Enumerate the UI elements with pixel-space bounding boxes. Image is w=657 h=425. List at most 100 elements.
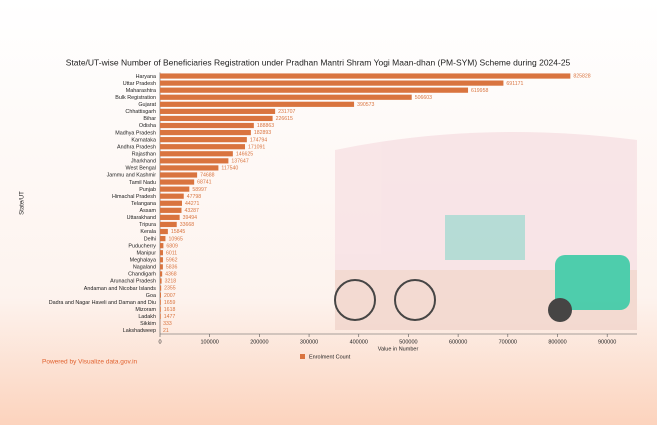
y-tick-label: Maharashtra xyxy=(126,88,156,94)
y-tick-label: Gujarat xyxy=(138,102,156,108)
y-tick-label: Assam xyxy=(140,208,157,214)
bar xyxy=(160,151,233,157)
value-label: 5962 xyxy=(166,257,178,263)
y-tick-label: Goa xyxy=(146,293,156,299)
y-tick-label: Manipur xyxy=(137,250,157,256)
value-label: 43287 xyxy=(185,208,200,214)
y-tick-label: Lakshadweep xyxy=(123,328,156,334)
y-tick-label: Odisha xyxy=(139,123,156,129)
bar xyxy=(160,108,276,114)
x-tick-label: 300000 xyxy=(300,339,318,345)
value-label: 619958 xyxy=(471,88,488,94)
y-tick-label: Jharkhand xyxy=(131,159,156,165)
bar xyxy=(160,207,182,213)
value-label: 333 xyxy=(163,321,172,327)
value-label: 182893 xyxy=(254,130,271,136)
y-tick-label: Madhya Pradesh xyxy=(115,130,156,136)
value-label: 3218 xyxy=(165,279,177,285)
value-label: 4368 xyxy=(165,272,177,278)
bar xyxy=(160,278,162,284)
value-label: 226615 xyxy=(276,116,293,122)
bar xyxy=(160,73,571,79)
y-tick-label: Rajasthan xyxy=(132,151,156,157)
y-tick-label: Bulk Registration xyxy=(115,95,156,101)
bar xyxy=(160,80,504,86)
value-label: 174794 xyxy=(250,137,267,143)
y-tick-label: Bihar xyxy=(143,116,156,122)
bar xyxy=(160,200,182,206)
value-label: 2007 xyxy=(164,293,176,299)
x-tick-label: 800000 xyxy=(548,339,566,345)
x-tick-label: 200000 xyxy=(250,339,268,345)
value-label: 44271 xyxy=(185,201,200,207)
bar xyxy=(160,243,164,249)
bar xyxy=(160,158,229,164)
x-tick-label: 900000 xyxy=(598,339,616,345)
y-tick-label: Tripura xyxy=(139,222,156,228)
value-label: 691171 xyxy=(506,81,523,87)
bar xyxy=(160,292,161,298)
y-tick-label: Ladakh xyxy=(138,314,156,320)
bar xyxy=(160,271,163,277)
y-tick-label: Tamil Nadu xyxy=(129,180,156,186)
bar xyxy=(160,101,355,107)
y-axis-label: State/UT xyxy=(20,191,26,215)
y-tick-label: Kerala xyxy=(140,229,156,235)
y-tick-label: Uttar Pradesh xyxy=(123,81,156,87)
value-label: 390573 xyxy=(357,102,374,108)
y-tick-label: West Bengal xyxy=(126,166,156,172)
bar xyxy=(160,165,219,171)
y-tick-label: Arunachal Pradesh xyxy=(110,279,156,285)
y-tick-label: Uttarakhand xyxy=(127,215,156,221)
y-tick-label: Mizoram xyxy=(135,307,156,313)
bar xyxy=(160,221,177,228)
bar xyxy=(160,228,168,235)
x-tick-label: 600000 xyxy=(449,339,467,345)
value-label: 825828 xyxy=(573,74,590,80)
bar xyxy=(160,179,195,185)
y-tick-label: Punjab xyxy=(139,187,156,193)
bar xyxy=(160,285,162,291)
bar xyxy=(160,129,251,136)
bar xyxy=(160,299,161,305)
y-tick-label: Meghalaya xyxy=(130,258,156,264)
chart-title: State/UT-wise Number of Beneficiaries Re… xyxy=(66,57,571,67)
y-tick-label: Haryana xyxy=(136,74,156,80)
value-label: 506603 xyxy=(415,95,432,101)
value-label: 6011 xyxy=(166,250,177,256)
bar xyxy=(160,137,247,143)
value-label: 2355 xyxy=(164,286,176,292)
legend-label: Enrolment Count xyxy=(309,354,351,360)
value-label: 171091 xyxy=(248,144,265,150)
y-tick-label: Himachal Pradesh xyxy=(112,194,156,200)
y-tick-label: Chandigarh xyxy=(128,272,156,278)
legend-swatch xyxy=(300,354,305,359)
value-label: 117540 xyxy=(221,166,238,172)
y-tick-label: Delhi xyxy=(144,236,156,242)
y-tick-label: Dadra and Nagar Haveli and Daman and Diu xyxy=(49,300,156,306)
value-label: 10965 xyxy=(168,236,183,242)
value-label: 39494 xyxy=(183,215,198,221)
y-tick-label: Karnataka xyxy=(131,137,156,143)
bar xyxy=(160,87,469,93)
value-label: 68741 xyxy=(197,180,212,186)
bar xyxy=(160,235,166,242)
y-tick-label: Puducherry xyxy=(128,243,156,249)
bar xyxy=(160,94,412,100)
bar xyxy=(160,172,198,178)
y-tick-label: Telangana xyxy=(131,201,156,207)
value-label: 146625 xyxy=(236,151,253,157)
bar xyxy=(160,264,163,270)
x-tick-label: 500000 xyxy=(399,339,417,345)
y-tick-label: Andhra Pradesh xyxy=(117,144,156,150)
x-axis-label: Value in Number xyxy=(378,346,419,352)
value-label: 231707 xyxy=(278,109,295,115)
bar xyxy=(160,257,163,263)
value-label: 21 xyxy=(163,328,169,334)
value-label: 58997 xyxy=(192,187,207,193)
illustration xyxy=(334,132,637,330)
value-label: 5836 xyxy=(166,265,178,271)
bar xyxy=(160,313,161,319)
x-tick-label: 0 xyxy=(158,339,161,345)
y-tick-label: Andaman and Nicobar Islands xyxy=(84,286,157,292)
